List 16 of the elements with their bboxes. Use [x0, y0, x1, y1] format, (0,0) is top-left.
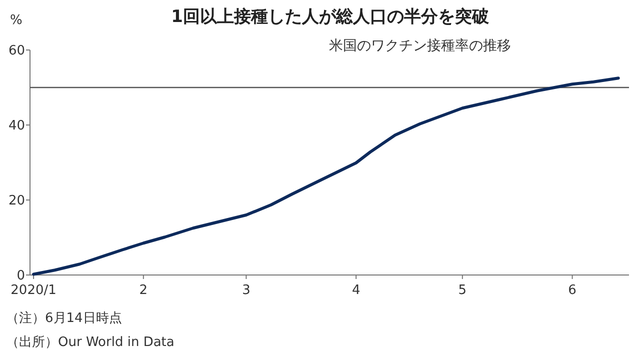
y-tick-label: 40: [8, 118, 25, 134]
chart-title: 1回以上接種した人が総人口の半分を突破: [171, 7, 490, 27]
y-tick-label: 20: [8, 194, 25, 209]
line-series: [32, 76, 620, 276]
x-tick-label: 2: [139, 283, 148, 298]
x-tick-label: 3: [242, 283, 250, 298]
chart-subtitle: 米国のワクチン接種率の推移: [329, 38, 511, 54]
x-tick-label: 2020/1: [10, 283, 56, 298]
y-tick-label: 60: [8, 44, 25, 59]
text: （注）6月14日時点: [6, 311, 122, 326]
y-axis-title: %: [10, 13, 22, 28]
x-tick-label: 5: [458, 283, 467, 298]
x-tick-label: 4: [352, 283, 360, 298]
x-tick-label: 6: [568, 283, 576, 298]
y-tick-label: 0: [16, 268, 25, 284]
text: （出所）Our World in Data: [6, 335, 174, 350]
